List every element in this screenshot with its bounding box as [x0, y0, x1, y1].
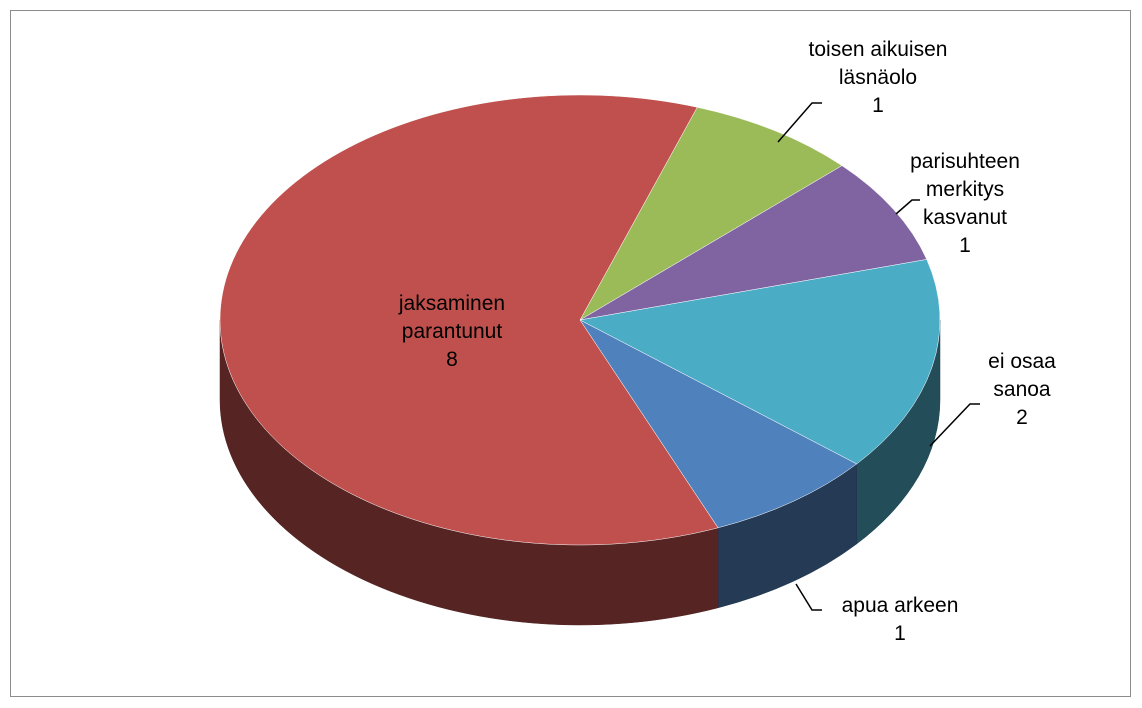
data-label: ei osaa sanoa 2: [972, 348, 1072, 432]
pie-slice: [579, 319, 858, 529]
label-value: 1: [872, 94, 884, 117]
label-name: ei osaa sanoa: [988, 350, 1056, 401]
data-label: jaksaminen parantunut 8: [377, 290, 527, 374]
label-name: apua arkeen: [841, 594, 959, 617]
pie-slice: [579, 165, 928, 321]
data-label: toisen aikuisen läsnäolo 1: [788, 36, 968, 120]
label-name: parisuhteen merkitys kasvanut: [910, 150, 1020, 229]
leader-line: [777, 102, 822, 143]
leader-line: [895, 199, 920, 215]
label-name: toisen aikuisen läsnäolo: [808, 38, 948, 89]
label-name: jaksaminen parantunut: [398, 292, 506, 343]
data-label: apua arkeen 1: [810, 592, 990, 648]
pie: [219, 94, 941, 626]
pie-slice: [219, 94, 719, 546]
label-value: 8: [446, 348, 458, 371]
label-value: 1: [894, 622, 906, 645]
pie-slice: [579, 259, 941, 465]
leaders: [777, 102, 980, 611]
leader-line: [795, 583, 822, 611]
label-value: 1: [959, 234, 971, 257]
pie-slice: [579, 106, 843, 321]
data-label: parisuhteen merkitys kasvanut 1: [895, 148, 1035, 260]
leader-line: [929, 403, 980, 447]
label-value: 2: [1016, 406, 1028, 429]
